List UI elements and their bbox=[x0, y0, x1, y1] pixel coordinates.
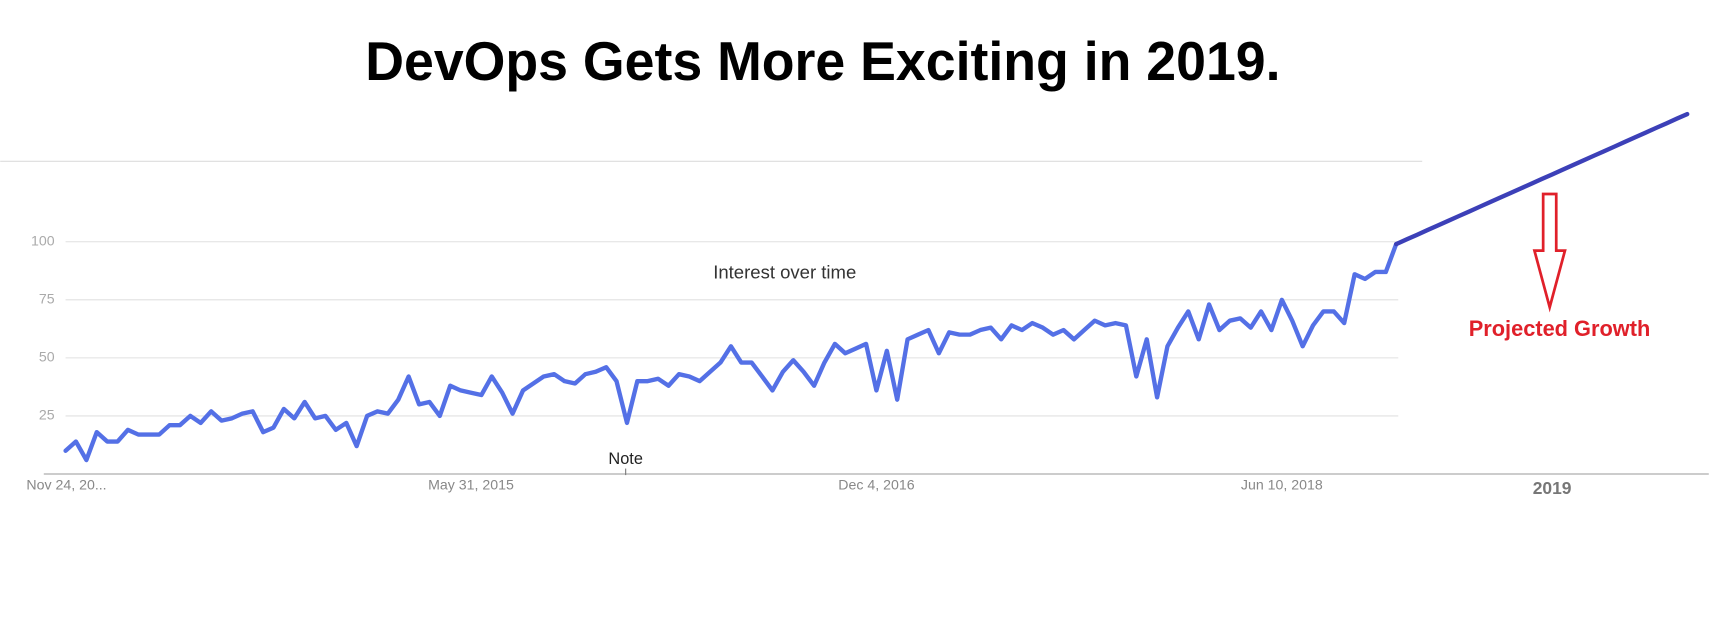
series-line bbox=[63, 241, 1399, 463]
x-tick-label: Nov 24, 20... bbox=[26, 478, 106, 494]
y-tick-label: 100 bbox=[31, 234, 55, 250]
projection-arrow bbox=[1532, 192, 1567, 313]
chart-title: DevOps Gets More Exciting in 2019. bbox=[365, 31, 1280, 92]
x-tick-label: Jun 10, 2018 bbox=[1241, 478, 1323, 494]
y-tick-label: 75 bbox=[39, 292, 55, 308]
x-tick-label: Dec 4, 2016 bbox=[838, 478, 914, 494]
y-tick-label: 25 bbox=[39, 408, 55, 424]
y-tick-label: 50 bbox=[39, 350, 55, 366]
note-label: Note bbox=[608, 450, 643, 468]
projection-annotation: Projected Growth bbox=[1469, 316, 1651, 341]
chart-subtitle: Interest over time bbox=[713, 261, 856, 282]
x-tick-label: May 31, 2015 bbox=[428, 478, 514, 494]
x-tick-label: 2019 bbox=[1533, 478, 1572, 498]
series-line bbox=[1393, 111, 1690, 247]
